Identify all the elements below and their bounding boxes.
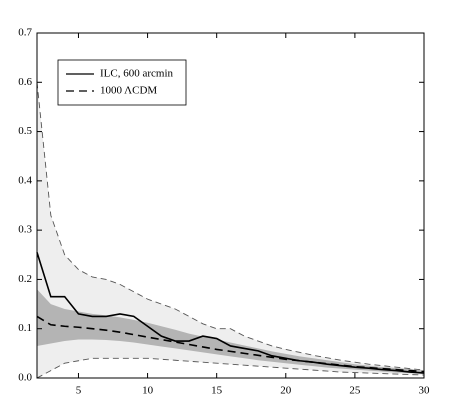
y-tick-label: 0.6 [18, 76, 32, 88]
line [36, 315, 425, 373]
x-tick-label: 5 [76, 385, 82, 397]
y-tick-label: 0.0 [18, 372, 32, 384]
x-tick-label: 30 [419, 385, 431, 397]
y-tick-label: 0.7 [18, 27, 32, 39]
legend-label: ILC, 600 arcmin [100, 68, 174, 80]
band [37, 82, 424, 379]
legend-box [57, 59, 187, 106]
y-tick-label: 0.3 [18, 224, 32, 236]
band-edge [36, 82, 425, 371]
x-tick-label: 20 [280, 385, 292, 397]
y-tick-label: 0.5 [18, 125, 32, 137]
x-tick-label: 10 [142, 385, 154, 397]
x-tick-label: 25 [349, 385, 361, 397]
y-tick-label: 0.2 [18, 273, 32, 285]
plot-frame [36, 32, 425, 379]
y-tick-label: 0.1 [18, 322, 32, 334]
y-tick-label: 0.4 [18, 174, 32, 186]
legend-label: 1000 ΛCDM [100, 85, 157, 97]
x-tick-label: 15 [211, 385, 223, 397]
